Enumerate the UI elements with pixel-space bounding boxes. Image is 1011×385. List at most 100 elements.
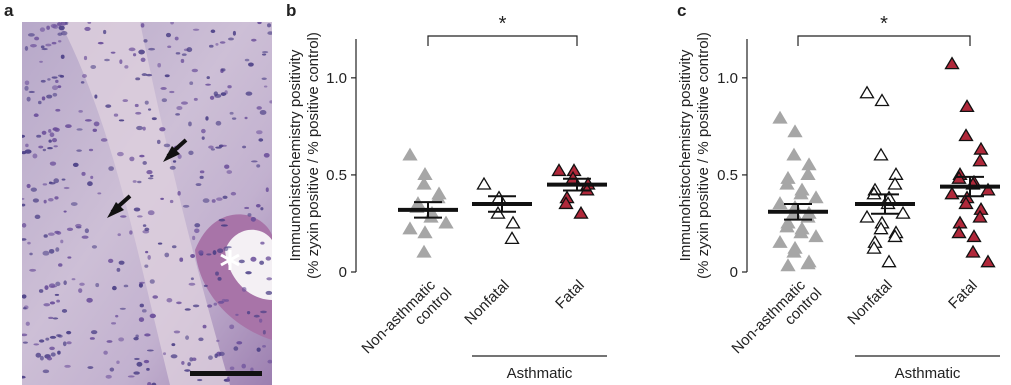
nucleus (221, 144, 227, 147)
nucleus (56, 299, 60, 303)
nucleus (91, 245, 98, 249)
nucleus (41, 130, 47, 135)
nucleus (22, 197, 25, 200)
nucleus (65, 124, 72, 128)
nucleus (260, 241, 265, 245)
nucleus (248, 62, 254, 67)
nucleus (51, 137, 58, 143)
nucleus (103, 350, 108, 355)
nucleus (137, 180, 142, 184)
data-point (951, 225, 967, 239)
nucleus (135, 334, 139, 338)
nucleus (48, 248, 55, 254)
nucleus (176, 106, 183, 111)
nucleus (138, 281, 146, 284)
nucleus (42, 148, 47, 152)
error-bar (871, 193, 899, 215)
nucleus (41, 48, 48, 51)
nucleus (63, 186, 70, 190)
nucleus (60, 239, 64, 244)
nucleus (28, 90, 35, 94)
nucleus (113, 113, 119, 117)
data-point (944, 56, 960, 70)
nucleus (80, 81, 85, 84)
nucleus (165, 32, 172, 38)
nucleus (138, 282, 143, 288)
nucleus (35, 352, 42, 358)
nucleus (262, 345, 266, 348)
nucleus (188, 121, 192, 127)
nucleus (233, 346, 239, 351)
nucleus (180, 58, 185, 63)
data-point (965, 244, 981, 258)
nucleus (250, 216, 256, 222)
nucleus (147, 108, 152, 111)
nucleus (169, 90, 175, 94)
data-point (958, 128, 974, 142)
nucleus (48, 129, 52, 133)
nucleus (214, 353, 218, 358)
nucleus (46, 356, 53, 361)
nucleus (188, 282, 196, 286)
nucleus (24, 80, 30, 86)
nucleus (177, 154, 182, 159)
nucleus (57, 85, 62, 89)
nucleus (55, 108, 61, 112)
nucleus (164, 252, 170, 258)
nucleus (227, 85, 232, 89)
data-point (801, 157, 817, 171)
nucleus (105, 374, 112, 379)
data-point (573, 205, 589, 219)
nucleus (134, 357, 140, 361)
nucleus (61, 309, 68, 313)
x-tick-label: Nonfatal (461, 277, 513, 329)
nucleus (105, 104, 112, 108)
data-point (417, 225, 433, 239)
nucleus (184, 308, 191, 311)
nucleus (232, 30, 236, 36)
nucleus (151, 382, 157, 385)
nucleus (175, 113, 180, 116)
nucleus (38, 145, 44, 149)
nucleus (259, 109, 267, 115)
y-tick-label: 1.0 (717, 70, 738, 87)
nucleus (134, 103, 139, 108)
nucleus (52, 92, 58, 97)
data-point (416, 244, 432, 258)
nucleus (229, 324, 235, 330)
nucleus (194, 228, 200, 234)
nucleus (265, 290, 272, 295)
nucleus (88, 148, 94, 152)
error-bar (414, 201, 442, 219)
data-point (980, 182, 996, 196)
nucleus (22, 238, 27, 241)
nucleus (66, 341, 72, 345)
data-point (786, 147, 802, 161)
nucleus (229, 366, 235, 371)
nucleus (48, 283, 56, 289)
histology-image (22, 22, 272, 385)
nucleus (124, 65, 129, 69)
nucleus (47, 147, 53, 150)
nucleus (136, 361, 143, 367)
nucleus (197, 379, 203, 382)
nucleus (186, 47, 193, 53)
nucleus (171, 245, 177, 249)
data-point (959, 99, 975, 113)
nucleus (22, 223, 27, 228)
nucleus (215, 146, 222, 149)
nucleus (206, 76, 210, 80)
data-point (866, 186, 882, 200)
data-point (881, 254, 897, 268)
significance-label: * (880, 13, 888, 35)
error-bar (563, 177, 591, 192)
nucleus (223, 246, 229, 252)
nucleus (58, 40, 62, 43)
nucleus (135, 111, 142, 115)
nucleus (132, 180, 137, 183)
data-point (958, 196, 974, 210)
nucleus (162, 352, 167, 356)
nucleus (242, 145, 247, 149)
data-point (780, 258, 796, 272)
y-axis-label: Immunohistochemistry positivity (677, 49, 694, 261)
